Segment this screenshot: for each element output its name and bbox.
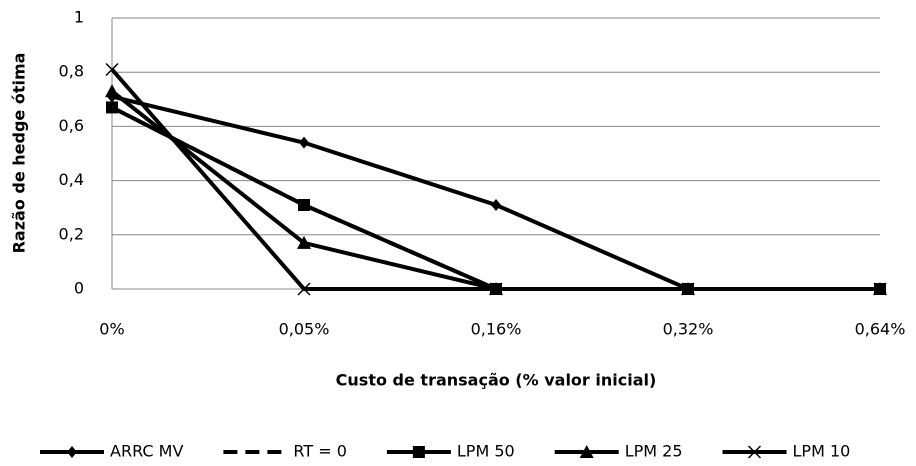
y-tick-label: 0,4 — [59, 170, 84, 189]
legend-label: RT = 0 — [293, 442, 346, 461]
y-axis-title: Razão de hedge ótima — [10, 53, 29, 254]
data-point — [105, 62, 119, 77]
legend-item: ARRC MV — [40, 442, 183, 461]
legend-marker — [747, 445, 762, 459]
data-point — [489, 282, 503, 296]
series-line — [110, 68, 880, 291]
data-point — [106, 101, 118, 114]
legend-label: ARRC MV — [110, 442, 183, 461]
legend-item: RT = 0 — [223, 442, 347, 461]
y-tick-label: 0,8 — [59, 62, 84, 81]
x-tick-label: 0,05% — [279, 320, 330, 339]
x-axis-title: Custo de transação (% valor inicial) — [336, 371, 657, 390]
data-point — [491, 198, 501, 211]
legend-label: LPM 25 — [625, 442, 683, 461]
data-point — [873, 282, 887, 296]
legend-label: LPM 10 — [793, 442, 851, 461]
x-tick-label: 0,64% — [855, 320, 906, 339]
y-tick-label: 1 — [74, 8, 84, 27]
data-point — [681, 282, 695, 296]
legend-label: LPM 50 — [457, 442, 515, 461]
x-tick-label: 0% — [99, 320, 124, 339]
y-tick-label: 0,2 — [59, 224, 84, 243]
y-tick-label: 0 — [74, 279, 84, 298]
data-point — [297, 282, 311, 296]
legend-marker — [579, 445, 594, 458]
legend-item: LPM 50 — [386, 442, 515, 461]
data-point — [298, 198, 310, 211]
data-point — [297, 235, 311, 249]
x-tick-label: 0,16% — [471, 320, 522, 339]
legend-item: LPM 10 — [722, 442, 851, 461]
data-point — [105, 84, 119, 98]
x-tick-label: 0,32% — [663, 320, 714, 339]
legend-marker — [412, 446, 425, 458]
series-line — [110, 89, 880, 291]
data-point — [299, 136, 309, 149]
legend-marker — [67, 446, 77, 458]
series-line — [111, 94, 880, 291]
y-tick-label: 0,6 — [59, 116, 84, 135]
legend-item: LPM 25 — [554, 442, 683, 461]
